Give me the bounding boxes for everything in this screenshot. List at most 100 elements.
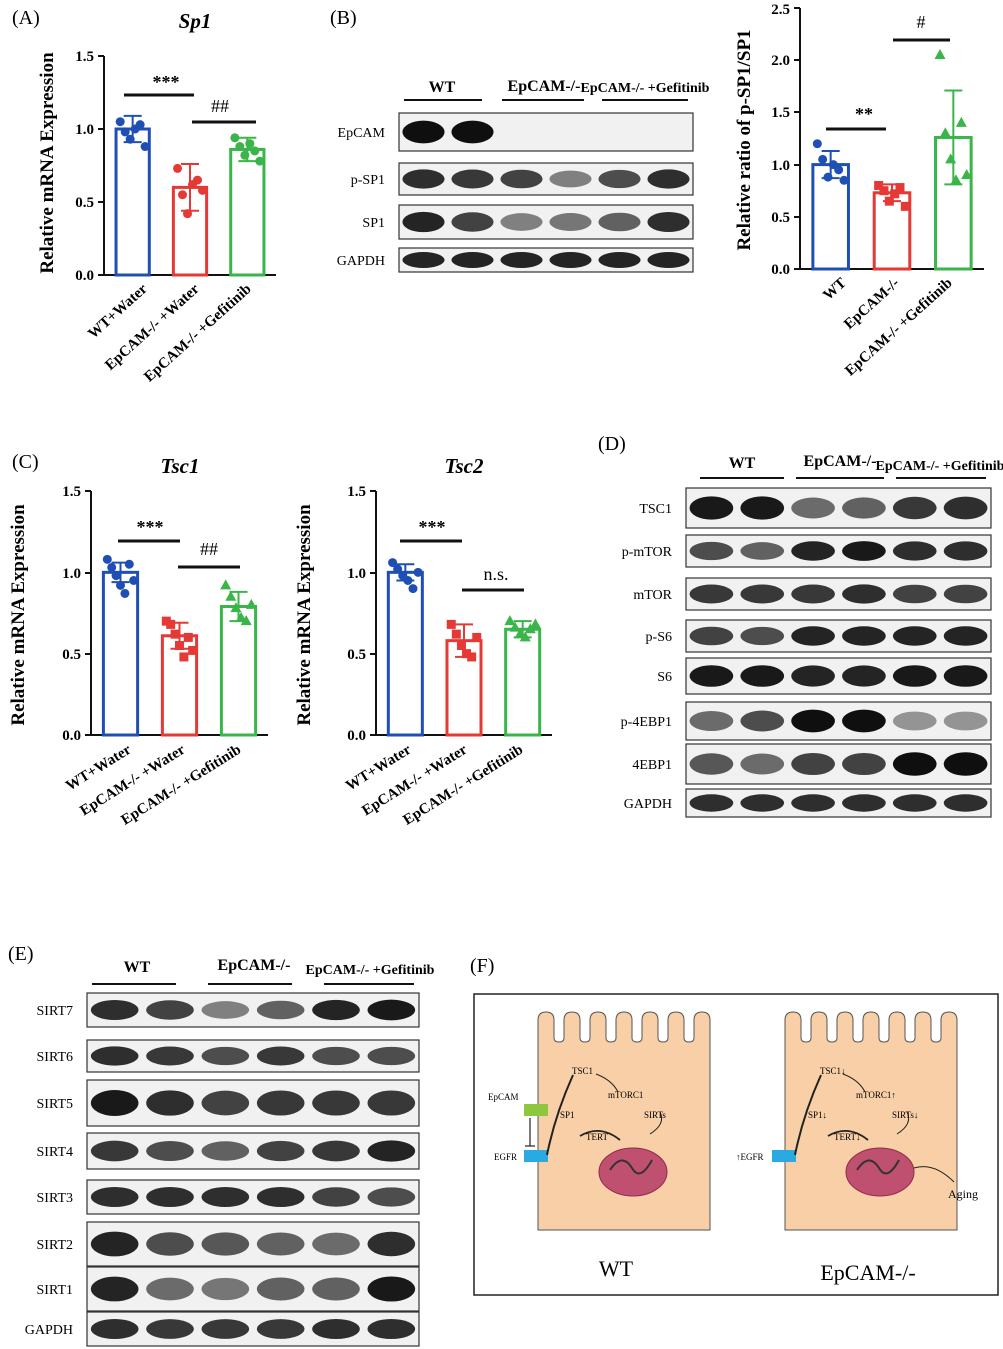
data-point (413, 567, 423, 577)
blot-band (146, 1232, 194, 1256)
blot-row-label: p-S6 (646, 630, 672, 645)
significance-label: ** (855, 104, 873, 124)
blot-band (312, 1277, 360, 1301)
blot-band (90, 1140, 139, 1162)
data-point (124, 559, 134, 569)
panel-label-d: (D) (598, 433, 626, 455)
blot-band (256, 1186, 305, 1208)
epcam-ko-cell: ↑EGFR TSC1↓ mTORC1↑ SIRTs↓ SP1↓ TERT↓ Ag… (736, 1011, 978, 1285)
western-blot-d: WT EpCAM-/- EpCAM-/- +Gefitinib TSC1 p-mT… (621, 453, 1003, 818)
data-point (255, 156, 265, 166)
y-tick-label: 0.5 (75, 195, 94, 211)
blot-band (201, 1186, 250, 1208)
blot-band (201, 1141, 250, 1161)
blot-band (312, 1318, 360, 1340)
western-blot-e: WT EpCAM-/- EpCAM-/- +Gefitinib SIRT7 SIR… (25, 957, 435, 1347)
blot-band (842, 752, 886, 776)
blot-group-label: WT (124, 959, 151, 976)
data-point (188, 645, 198, 655)
blot-band (256, 1046, 305, 1066)
blot-band (256, 1319, 305, 1339)
blot-strip (86, 1311, 420, 1347)
x-tick-labels: WT+Water EpCAM-/- +Water EpCAM-/- +Gefit… (63, 742, 244, 829)
blot-band (90, 1318, 139, 1340)
blot-row-label: SIRT3 (37, 1191, 74, 1206)
data-point (456, 641, 466, 651)
data-point (895, 183, 905, 193)
blot-row-label: SP1 (362, 216, 385, 231)
blot-band (647, 211, 690, 233)
data-point (125, 134, 135, 144)
arrow (546, 1074, 574, 1156)
blot-band (500, 252, 543, 268)
cell-body (537, 1011, 711, 1231)
diagram-label: SP1↓ (808, 1110, 827, 1120)
blot-group-label: EpCAM-/- +Gefitinib (581, 81, 710, 96)
data-point (879, 186, 889, 196)
blot-band (500, 169, 543, 189)
blot-band (647, 169, 690, 189)
data-point (955, 116, 967, 127)
blot-band (451, 169, 494, 189)
blot-band (201, 1319, 250, 1339)
blot-strip (685, 657, 992, 695)
blot-band (451, 212, 494, 232)
data-point (120, 588, 130, 598)
blot-band (451, 252, 494, 268)
data-point (192, 175, 202, 185)
western-blot-b: WT EpCAM-/- EpCAM-/- +Gefitinib EpCAM p-S… (337, 78, 710, 273)
blot-band (312, 1187, 360, 1207)
blot-strip (685, 788, 992, 818)
blot-band (549, 170, 592, 188)
data-point (812, 139, 822, 149)
y-tick-label: 0.5 (347, 647, 366, 663)
y-tick-label: 0.5 (62, 647, 81, 663)
blot-band (689, 753, 734, 775)
data-point (839, 175, 849, 185)
x-tick-label: WT (820, 275, 849, 304)
chromosome-strand (609, 1159, 653, 1175)
data-point (220, 579, 232, 590)
data-point (884, 196, 894, 206)
blot-band (367, 1231, 416, 1257)
x-tick-label: EpCAM-/- +Gefitinib (842, 275, 955, 379)
blot-band (647, 252, 690, 268)
blot-band (146, 1000, 194, 1020)
blot-band (367, 1046, 416, 1066)
data-point (509, 621, 521, 632)
wt-cell: EpCAM EGFR TSC1 mTORC1 SIRTs SP1 TERT WT (488, 1011, 711, 1281)
chart-title: Tsc1 (161, 454, 200, 478)
blot-row-label: mTOR (633, 588, 672, 603)
data-point (939, 127, 951, 138)
diagram-label: SIRTs↓ (892, 1110, 918, 1120)
blot-band (791, 752, 835, 776)
blot-band (842, 626, 886, 646)
x-tick-labels: WT EpCAM-/- EpCAM-/- +Gefitinib (820, 275, 955, 379)
blot-band (402, 211, 445, 233)
blot-strip (86, 1039, 420, 1073)
y-tick-label: 1.0 (62, 566, 81, 582)
data-point (225, 590, 237, 601)
blot-band (256, 1090, 305, 1116)
diagram-label: SIRTs (644, 1110, 666, 1120)
blot-strip (398, 247, 694, 273)
data-point (120, 127, 130, 137)
blot-row-label: SIRT4 (37, 1145, 74, 1160)
chromosome-strand (856, 1159, 900, 1175)
y-tick-label: 2.0 (771, 53, 790, 69)
data-point (900, 201, 910, 211)
blot-group-label: EpCAM-/- (804, 453, 877, 470)
arrow (595, 1073, 619, 1093)
blot-band (312, 1090, 360, 1116)
blot-band (146, 1046, 194, 1066)
data-point (403, 575, 413, 585)
data-point (240, 150, 250, 160)
data-point (178, 190, 188, 200)
data-point (183, 209, 193, 219)
blot-band (90, 1046, 139, 1066)
blot-band (90, 1231, 139, 1257)
bar (171, 185, 209, 277)
diagram-label: EpCAM (488, 1092, 519, 1102)
y-tick-label: 1.5 (62, 484, 81, 500)
data-point (446, 619, 456, 629)
